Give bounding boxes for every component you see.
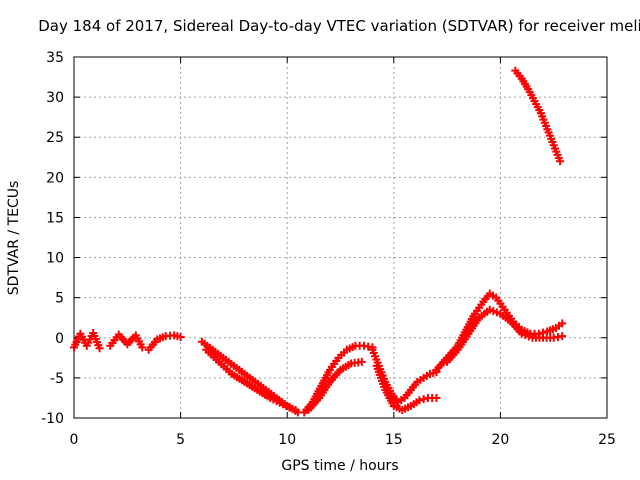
series-evening-rise: [432, 289, 567, 374]
data-points: [70, 66, 567, 417]
x-tick-label: 5: [176, 432, 185, 448]
y-tick-label: -10: [41, 411, 64, 427]
data-point: [415, 396, 424, 405]
series-early-cluster-b: [106, 330, 147, 352]
grid: [74, 57, 607, 418]
series-evening-rise-lower: [443, 305, 567, 366]
data-point: [291, 405, 300, 414]
plot-frame: [73, 56, 608, 419]
x-tick-label: 0: [70, 432, 79, 448]
data-point: [357, 357, 366, 366]
chart-title: Day 184 of 2017, Sidereal Day-to-day VTE…: [38, 17, 640, 35]
data-point: [138, 343, 147, 352]
data-point: [419, 395, 428, 404]
series-morning-decline-lower: [202, 345, 300, 414]
y-tick-label: 5: [55, 291, 64, 307]
data-point: [95, 344, 104, 353]
x-ticks: 0 5 10 15 20 25: [70, 57, 616, 448]
y-tick-label: 20: [46, 170, 64, 186]
y-tick-label: 25: [46, 130, 64, 146]
series-morning-decline: [197, 337, 302, 417]
data-point: [556, 157, 565, 166]
y-tick-label: 0: [55, 331, 64, 347]
y-tick-label: 15: [46, 210, 64, 226]
series-early-cluster-c: [144, 331, 185, 354]
x-axis-label: GPS time / hours: [281, 458, 398, 474]
data-point: [558, 332, 567, 341]
y-ticks: -10 -5 0 5 10 15 20 25 30 35: [41, 50, 607, 427]
data-point: [558, 319, 567, 328]
series-early-cluster-a: [70, 328, 104, 353]
x-tick-label: 10: [278, 432, 296, 448]
y-tick-label: -5: [50, 371, 64, 387]
x-tick-label: 25: [598, 432, 616, 448]
plot-border: [73, 56, 608, 419]
y-tick-label: 35: [46, 50, 64, 66]
series-midday-rise-lower: [304, 357, 366, 414]
y-axis-label: SDTVAR / TECUs: [6, 181, 22, 296]
x-tick-label: 20: [491, 432, 509, 448]
series-afternoon-dip-lower: [372, 361, 441, 414]
series-midday-rise: [300, 341, 377, 417]
series-late-arc: [511, 66, 565, 166]
data-point: [432, 393, 441, 402]
data-point: [176, 332, 185, 341]
x-tick-label: 15: [385, 432, 403, 448]
y-tick-label: 30: [46, 90, 64, 106]
y-tick-label: 10: [46, 251, 64, 267]
